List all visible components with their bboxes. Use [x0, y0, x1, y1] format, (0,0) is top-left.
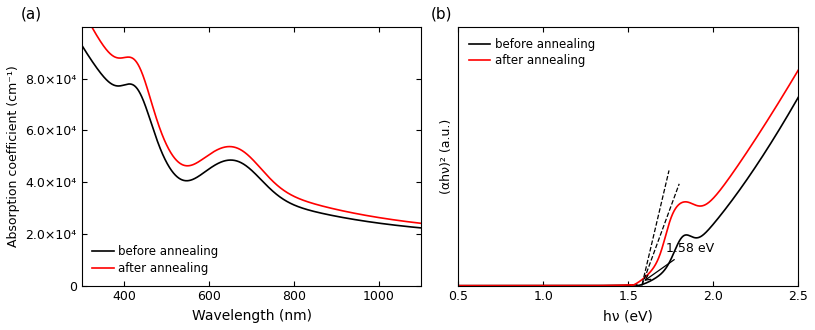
after annealing — [410, 221, 420, 225]
Y-axis label: Absorption coefficient (cm⁻¹): Absorption coefficient (cm⁻¹) — [7, 65, 20, 247]
before annealing — [804, 78, 813, 82]
before annealing — [810, 65, 815, 69]
Legend: before annealing, after annealing: before annealing, after annealing — [465, 33, 600, 72]
before annealing — [116, 84, 126, 88]
X-axis label: hν (eV): hν (eV) — [603, 309, 653, 323]
Text: (b): (b) — [431, 7, 452, 22]
before annealing — [222, 158, 231, 162]
after annealing — [207, 151, 217, 155]
before annealing — [373, 221, 383, 225]
before annealing — [136, 92, 146, 96]
before annealing — [207, 165, 217, 169]
Legend: before annealing, after annealing: before annealing, after annealing — [88, 241, 223, 280]
before annealing — [416, 226, 426, 230]
after annealing — [222, 145, 231, 149]
before annealing — [515, 284, 525, 288]
after annealing — [590, 283, 600, 287]
before annealing — [453, 284, 463, 288]
after annealing — [494, 284, 504, 288]
before annealing — [410, 225, 420, 229]
after annealing — [810, 39, 815, 43]
after annealing — [453, 284, 463, 288]
before annealing — [494, 284, 504, 288]
after annealing — [116, 56, 126, 60]
after annealing — [373, 215, 383, 219]
after annealing — [416, 221, 426, 225]
Text: (a): (a) — [20, 7, 42, 22]
before annealing — [590, 283, 600, 287]
after annealing — [606, 283, 615, 287]
before annealing — [606, 283, 615, 287]
after annealing — [136, 68, 146, 72]
after annealing — [515, 284, 525, 288]
Line: before annealing: before annealing — [82, 45, 421, 228]
after annealing — [764, 115, 774, 119]
Text: 1.58 eV: 1.58 eV — [645, 242, 714, 280]
Line: after annealing: after annealing — [458, 41, 815, 286]
after annealing — [77, 6, 86, 10]
after annealing — [804, 51, 813, 55]
before annealing — [77, 43, 86, 47]
Line: after annealing: after annealing — [82, 8, 421, 223]
Line: before annealing: before annealing — [458, 67, 815, 286]
X-axis label: Wavelength (nm): Wavelength (nm) — [192, 309, 311, 323]
Y-axis label: (αhν)² (a.u.): (αhν)² (a.u.) — [440, 119, 453, 194]
before annealing — [764, 143, 774, 147]
